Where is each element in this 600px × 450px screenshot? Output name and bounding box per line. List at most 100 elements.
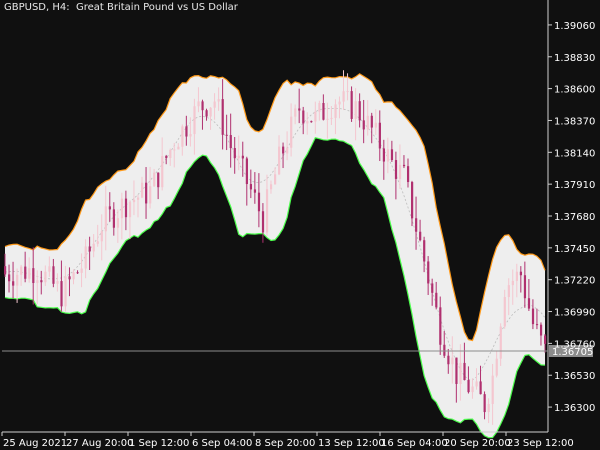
- chart-title: GBPUSD, H4: Great Britain Pound vs US Do…: [4, 2, 238, 13]
- y-tick-label: 1.37450: [554, 244, 595, 255]
- candle-body: [104, 206, 107, 232]
- candle-body: [68, 276, 71, 280]
- candle-body: [80, 268, 83, 273]
- candle-body: [60, 281, 63, 307]
- candle-body: [495, 358, 498, 376]
- candle-body: [378, 122, 381, 149]
- candle-body: [173, 149, 176, 151]
- candle-body: [145, 182, 148, 204]
- y-tick-label: 1.37910: [554, 180, 595, 191]
- candle-body: [487, 403, 490, 413]
- candle-body: [370, 115, 373, 128]
- candle-body: [318, 103, 321, 112]
- candle-body: [213, 101, 216, 108]
- y-tick-label: 1.36760: [554, 339, 595, 350]
- candle-body: [100, 231, 103, 242]
- candle-body: [362, 120, 365, 130]
- candle-body: [225, 134, 228, 136]
- candle-body: [310, 121, 313, 123]
- candle-body: [427, 261, 430, 284]
- candle-body: [535, 324, 539, 326]
- candle-body: [447, 355, 450, 365]
- candle-body: [539, 324, 543, 336]
- current-price-tag: [549, 345, 593, 357]
- candle-body: [253, 189, 257, 193]
- band-fill: [5, 73, 545, 438]
- candle-body: [511, 280, 514, 286]
- candle-layer: [4, 70, 547, 425]
- candle-body: [56, 281, 59, 284]
- candle-body: [197, 101, 200, 107]
- x-tick-label: 16 Sep 04:00: [381, 438, 448, 449]
- candle-body: [128, 202, 132, 218]
- candle-body: [16, 274, 19, 286]
- x-tick-label: 1 Sep 12:00: [129, 438, 189, 449]
- candle-body: [76, 272, 79, 274]
- candle-body: [112, 209, 116, 228]
- candle-body: [519, 271, 523, 276]
- x-tick-label: 13 Sep 12:00: [318, 438, 385, 449]
- candle-body: [64, 276, 67, 307]
- candle-body: [423, 240, 426, 262]
- candle-body: [8, 274, 11, 282]
- candle-body: [132, 199, 136, 203]
- candle-body: [338, 101, 341, 105]
- candle-body: [491, 375, 494, 404]
- candle-body: [205, 110, 208, 117]
- candle-body: [463, 362, 466, 381]
- candle-body: [358, 101, 361, 121]
- candle-body: [221, 99, 224, 135]
- candle-body: [193, 106, 196, 135]
- candle-body: [185, 126, 188, 137]
- candle-body: [523, 275, 527, 299]
- candle-body: [302, 110, 305, 124]
- candle-body: [274, 174, 277, 185]
- candle-body: [475, 381, 478, 387]
- candle-body: [201, 101, 204, 111]
- y-tick-label: 1.38140: [554, 148, 595, 159]
- candle-body: [483, 394, 486, 413]
- lower-band-line: [4, 136, 546, 439]
- x-tick-label: 25 Aug 2021: [3, 438, 67, 449]
- candle-body: [241, 155, 244, 159]
- x-tick-label: 8 Sep 20:00: [255, 438, 315, 449]
- candle-body: [503, 297, 506, 327]
- candle-body: [515, 271, 518, 281]
- candle-body: [141, 182, 144, 198]
- candle-body: [108, 206, 111, 210]
- candle-body: [257, 192, 261, 212]
- candle-body: [290, 116, 293, 148]
- candle-body: [153, 172, 156, 187]
- candle-body: [237, 155, 240, 159]
- candle-body: [20, 266, 23, 275]
- y-tick-label: 1.37220: [554, 276, 595, 287]
- candle-body: [261, 211, 265, 233]
- candle-body: [435, 292, 438, 308]
- candle-body: [479, 381, 482, 395]
- symbol-description: Great Britain Pound vs US Dollar: [75, 2, 238, 13]
- candle-body: [306, 121, 309, 124]
- candle-body: [374, 122, 377, 128]
- candle-body: [443, 344, 446, 356]
- candle-body: [96, 241, 99, 244]
- candle-body: [269, 184, 273, 190]
- candle-body: [419, 231, 422, 241]
- candle-body: [157, 172, 160, 188]
- candle-body: [326, 118, 329, 120]
- candle-body: [209, 107, 212, 117]
- candle-body: [298, 108, 301, 111]
- candle-body: [278, 146, 281, 175]
- candle-body: [314, 111, 317, 122]
- candle-body: [386, 149, 390, 162]
- candle-body: [322, 103, 325, 120]
- candle-body: [294, 108, 297, 117]
- candle-body: [217, 99, 220, 102]
- candle-body: [92, 243, 95, 252]
- candle-body: [354, 101, 357, 119]
- candle-body: [245, 158, 248, 185]
- candle-body: [455, 357, 458, 384]
- y-tick-label: 1.38830: [554, 53, 595, 64]
- candle-body: [181, 126, 184, 147]
- x-tick-label: 27 Aug 20:00: [66, 438, 133, 449]
